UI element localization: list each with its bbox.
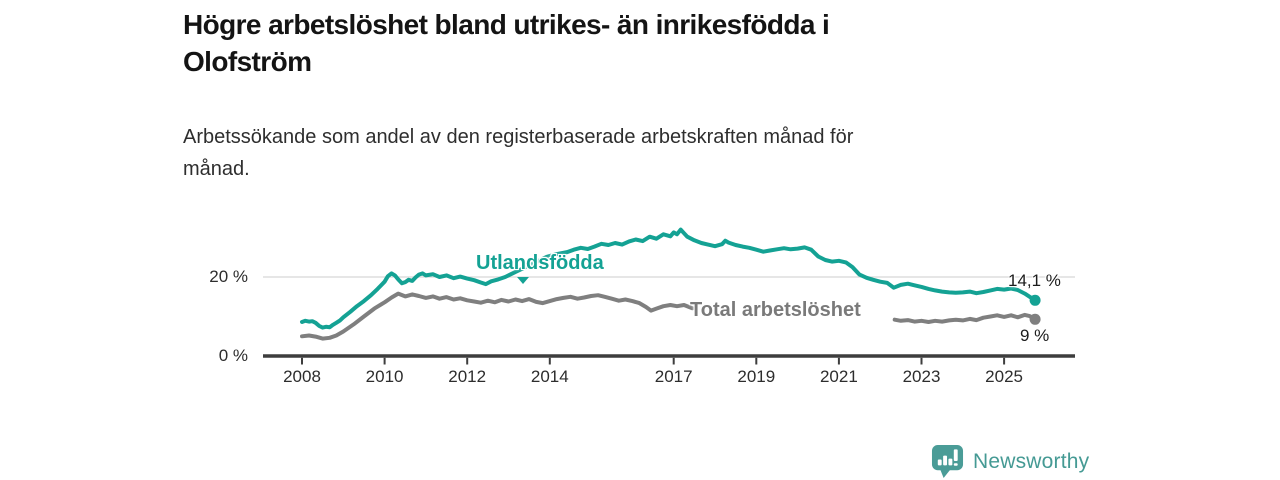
end-value-label-total: 9 % <box>1020 326 1050 345</box>
x-tick-label-2012: 2012 <box>448 367 487 386</box>
x-tick-label-2019: 2019 <box>737 367 776 386</box>
chart-subtitle-line2: månad. <box>183 158 250 180</box>
page-title: Högre arbetslöshet bland utrikes- än inr… <box>183 6 1043 80</box>
x-tick-label-2017: 2017 <box>654 367 693 386</box>
x-tick-label-2014: 2014 <box>530 367 569 386</box>
series-line-1 <box>892 312 1038 324</box>
page-title-line1: Högre arbetslöshet bland utrikes- än inr… <box>183 9 830 40</box>
end-value-label-utlandsfodda: 14,1 % <box>1008 271 1061 290</box>
series-line-1 <box>300 291 695 341</box>
caret-down-icon <box>517 277 529 284</box>
x-tick-label-2021: 2021 <box>819 367 858 386</box>
series-label-total-arbetsloshet: Total arbetslöshet <box>690 299 861 321</box>
x-tick-label-2023: 2023 <box>902 367 941 386</box>
newsworthy-branding: Newsworthy <box>931 444 1089 479</box>
newsworthy-logo-icon <box>931 445 964 478</box>
x-tick-label-2025: 2025 <box>985 367 1023 386</box>
chart-subtitle: Arbetssökande som andel av den registerb… <box>183 121 1043 185</box>
series-line-0 <box>300 227 1038 330</box>
series-label-utlandsfodda: Utlandsfödda <box>476 252 604 274</box>
x-tick-label-2008: 2008 <box>283 367 321 386</box>
y-tick-label-20: 20 % <box>209 267 248 286</box>
newsworthy-wordmark: Newsworthy <box>973 449 1090 473</box>
series-end-dot-1 <box>1029 313 1041 325</box>
chart-subtitle-line1: Arbetssökande som andel av den registerb… <box>183 126 854 148</box>
series-end-dot-0 <box>1029 294 1041 306</box>
y-tick-label-0: 0 % <box>218 346 248 365</box>
page-title-line2: Olofström <box>183 46 312 77</box>
x-tick-label-2010: 2010 <box>365 367 404 386</box>
